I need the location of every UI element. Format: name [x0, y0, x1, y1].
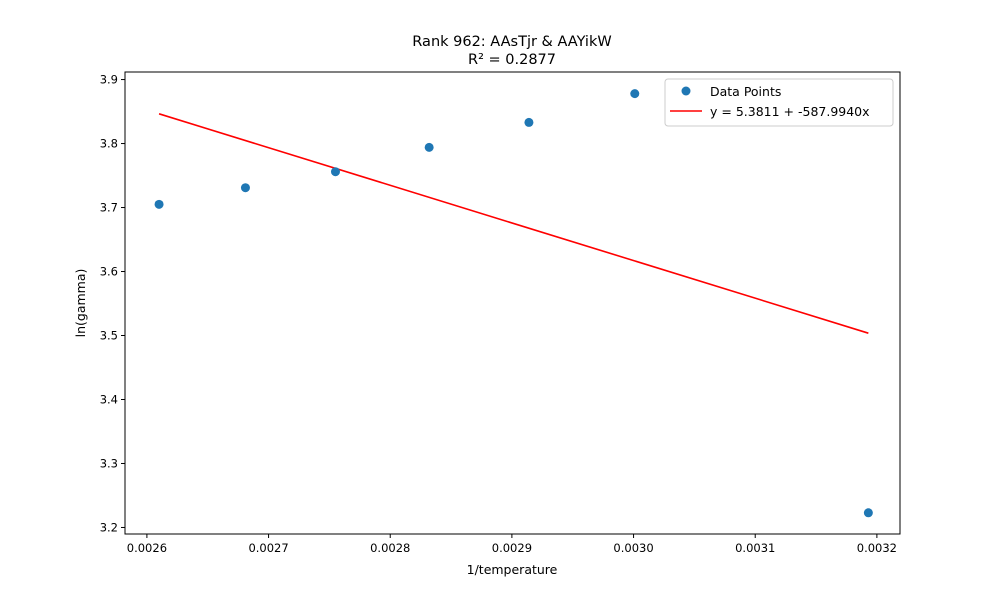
- y-tick-label: 3.2: [100, 520, 118, 534]
- x-axis-ticks: 0.0026 0.0027 0.0028 0.0029 0.0030 0.0031 0.00…: [127, 534, 897, 555]
- x-tick-label: 0.0031: [735, 541, 775, 555]
- data-point: [330, 167, 340, 177]
- x-tick-label: 0.0029: [492, 541, 532, 555]
- data-point: [524, 117, 534, 127]
- chart-subtitle: R² = 0.2877: [468, 52, 556, 68]
- x-axis-label: 1/temperature: [467, 562, 558, 577]
- data-point: [240, 183, 250, 193]
- y-tick-label: 3.9: [100, 73, 118, 87]
- x-tick-label: 0.0030: [613, 541, 653, 555]
- data-point: [863, 508, 873, 518]
- legend: Data Points y = 5.3811 + -587.9940x: [664, 78, 894, 127]
- legend-label-data-points: Data Points: [710, 84, 781, 99]
- legend-box: [664, 78, 894, 127]
- y-tick-label: 3.4: [100, 392, 118, 406]
- y-axis-label: ln(gamma): [73, 269, 88, 338]
- x-tick-label: 0.0028: [370, 541, 410, 555]
- plot-frame: [124, 71, 901, 535]
- legend-label-fit-line: y = 5.3811 + -587.9940x: [710, 104, 870, 119]
- fit-line: [158, 113, 869, 334]
- y-axis-ticks: 3.2 3.3 3.4 3.5 3.6 3.7 3.8 3.9: [100, 73, 125, 534]
- y-tick-label: 3.7: [100, 201, 118, 215]
- y-tick-label: 3.8: [100, 137, 118, 151]
- y-tick-label: 3.6: [100, 265, 118, 279]
- data-point: [154, 199, 164, 209]
- data-point: [424, 142, 434, 152]
- chart-title: Rank 962: AAsTjr & AAYikW: [412, 34, 611, 50]
- y-tick-label: 3.3: [100, 456, 118, 470]
- data-point: [630, 89, 640, 99]
- y-tick-label: 3.5: [100, 329, 118, 343]
- x-tick-label: 0.0032: [857, 541, 897, 555]
- x-tick-label: 0.0027: [248, 541, 288, 555]
- x-tick-label: 0.0026: [127, 541, 167, 555]
- plot-area: [154, 89, 873, 518]
- legend-marker-data-points: [681, 86, 691, 96]
